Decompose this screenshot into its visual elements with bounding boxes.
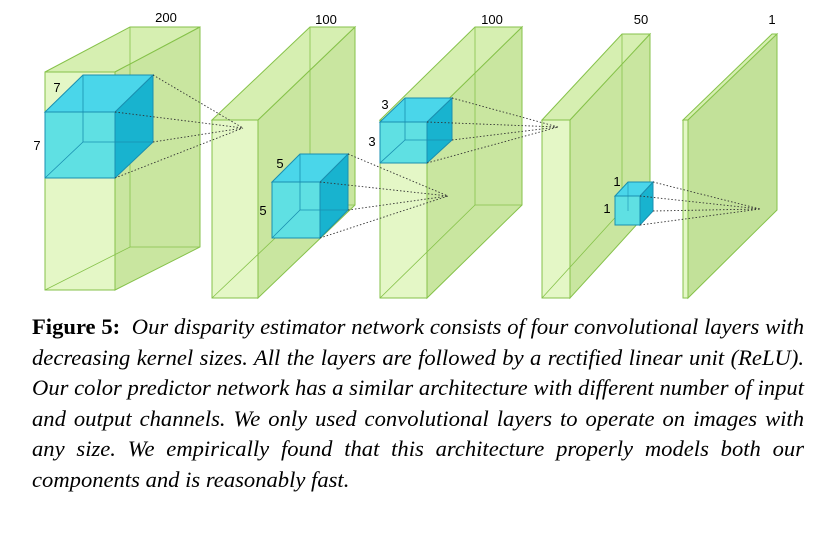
network-diagram: 200 100 100 50 1 7 7 5 5 3 3 1 1	[33, 10, 779, 300]
kernel-7x7	[43, 73, 155, 180]
figure-caption: Figure 5: Our disparity estimator networ…	[32, 312, 804, 496]
kernel-3x3	[378, 96, 454, 165]
figure-label: Figure 5:	[32, 314, 121, 339]
kernel-7-height-label: 7	[53, 80, 60, 95]
kernel-7-width-label: 7	[33, 138, 40, 153]
kernel-1-height-label: 1	[613, 174, 620, 189]
layer-2-channels-label: 100	[315, 12, 337, 27]
kernel-5-width-label: 5	[259, 203, 266, 218]
layer-5-channels-label: 1	[768, 12, 775, 27]
kernel-3-width-label: 3	[368, 134, 375, 149]
layer-5-front	[682, 119, 689, 299]
layer-3-channels-label: 100	[481, 12, 503, 27]
layer-4-front	[541, 119, 571, 299]
layer-4-channels-label: 50	[634, 12, 648, 27]
kernel-1-width-label: 1	[603, 201, 610, 216]
kernel-1-front	[614, 195, 641, 226]
layer-1-channels-label: 200	[155, 10, 177, 25]
kernel-1x1	[613, 180, 655, 227]
projection-lines	[114, 74, 761, 239]
layer-5	[681, 32, 779, 300]
caption-text: Our disparity estimator network consists…	[32, 314, 804, 492]
layer-4	[540, 32, 652, 300]
kernel-3-height-label: 3	[381, 97, 388, 112]
kernel-5-height-label: 5	[276, 156, 283, 171]
layer-2-front	[211, 119, 259, 299]
layer-3	[378, 25, 524, 300]
